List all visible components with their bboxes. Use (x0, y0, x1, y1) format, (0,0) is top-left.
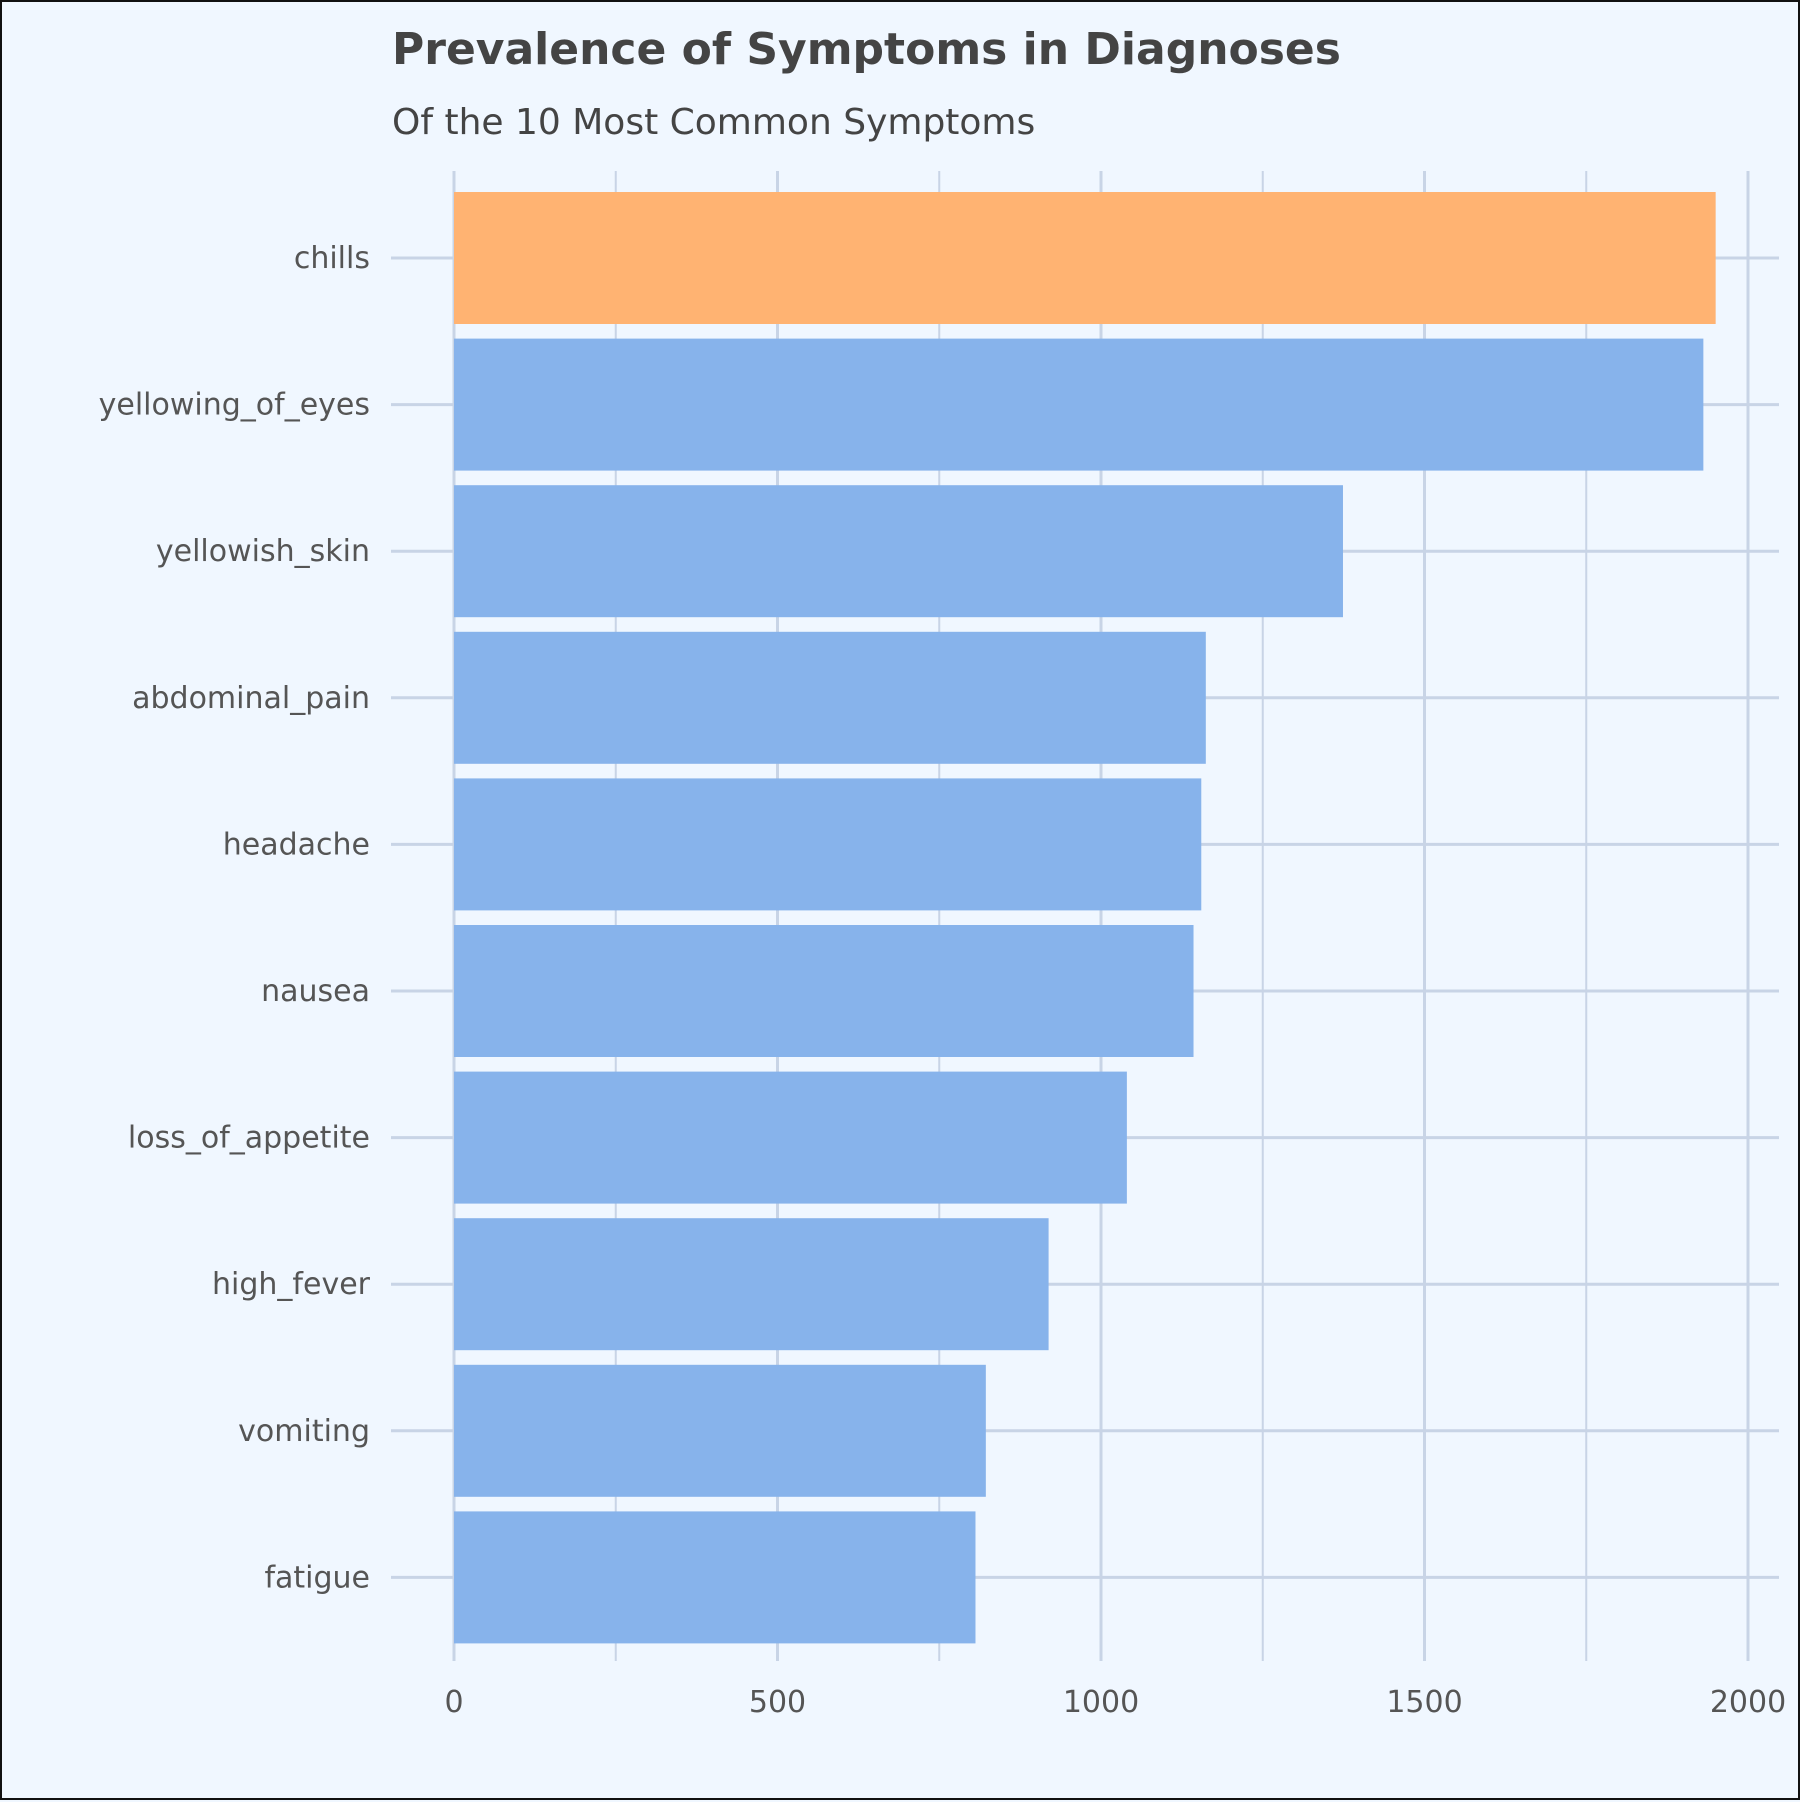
bar-fatigue (454, 1511, 976, 1644)
category-label: yellowing_of_eyes (99, 388, 370, 423)
category-label: vomiting (238, 1414, 370, 1449)
category-label: nausea (261, 974, 370, 1009)
category-label: yellowish_skin (156, 534, 370, 569)
category-label: fatigue (264, 1560, 370, 1595)
bar-vomiting (454, 1364, 986, 1497)
bar-abdominal_pain (454, 631, 1206, 764)
x-tick-label: 1500 (1386, 1685, 1462, 1720)
category-label: high_fever (212, 1267, 371, 1302)
x-tick-label: 500 (749, 1685, 806, 1720)
bar-headache (454, 778, 1202, 911)
bar-yellowish_skin (454, 485, 1343, 618)
bar-high_fever (454, 1218, 1049, 1351)
bar-yellowing_of_eyes (454, 338, 1704, 471)
bar-loss_of_appetite (454, 1071, 1127, 1204)
x-tick-label: 1000 (1063, 1685, 1139, 1720)
category-label: chills (294, 241, 370, 276)
category-label: headache (223, 827, 370, 862)
category-label: abdominal_pain (132, 681, 370, 716)
x-tick-label: 0 (444, 1685, 463, 1720)
x-tick-label: 2000 (1710, 1685, 1786, 1720)
chart-title: Prevalence of Symptoms in Diagnoses (392, 24, 1341, 75)
bar-chills (454, 192, 1716, 324)
chart-subtitle: Of the 10 Most Common Symptoms (392, 102, 1035, 143)
bar-nausea (454, 925, 1194, 1057)
category-label: loss_of_appetite (128, 1121, 370, 1156)
